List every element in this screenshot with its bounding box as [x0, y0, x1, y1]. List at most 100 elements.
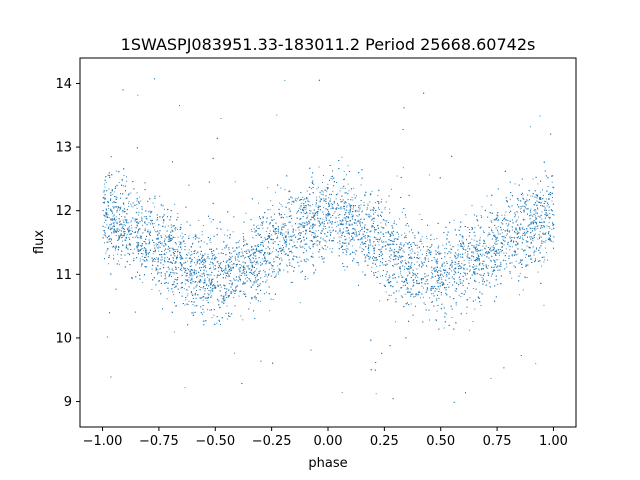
data-point [139, 258, 141, 260]
data-point [238, 295, 240, 297]
data-point [252, 271, 254, 273]
data-point [245, 257, 247, 258]
data-point [125, 197, 127, 199]
data-point [442, 283, 444, 285]
data-point [207, 253, 209, 255]
data-point [367, 203, 369, 205]
data-point [487, 267, 489, 269]
data-point [543, 304, 545, 306]
data-point [436, 310, 438, 312]
data-point [212, 266, 214, 268]
data-point [259, 227, 260, 229]
data-point [501, 222, 502, 224]
data-point [210, 221, 212, 223]
data-point [400, 295, 402, 297]
data-point [545, 239, 547, 241]
data-point [174, 228, 176, 230]
data-point [309, 221, 311, 223]
data-point [138, 245, 140, 247]
data-point [253, 270, 255, 272]
data-point [543, 220, 545, 222]
data-point [406, 287, 408, 289]
data-point [174, 203, 176, 205]
data-point [357, 215, 359, 217]
data-point [192, 237, 194, 239]
data-point [496, 249, 498, 251]
data-point [353, 194, 355, 196]
data-point [368, 244, 370, 246]
data-point [384, 264, 386, 266]
data-point [103, 183, 105, 185]
data-point [345, 217, 347, 219]
data-point [296, 241, 298, 243]
data-point [180, 235, 181, 237]
data-point [497, 233, 499, 235]
data-point [128, 231, 129, 233]
data-point [104, 226, 106, 228]
data-point [369, 201, 371, 203]
data-point [497, 240, 499, 241]
data-point [158, 281, 160, 283]
data-point [315, 230, 317, 232]
data-point [364, 235, 366, 237]
data-point [377, 238, 379, 240]
data-point [250, 229, 252, 230]
data-point [432, 276, 434, 278]
data-point [151, 289, 153, 290]
data-point [374, 202, 376, 204]
data-point [193, 251, 195, 253]
data-point [319, 242, 321, 243]
data-point [182, 241, 184, 243]
data-point [189, 270, 191, 272]
data-point [323, 207, 325, 209]
data-point [544, 259, 546, 261]
data-point [407, 269, 409, 271]
data-point [131, 227, 133, 229]
data-point [479, 237, 481, 239]
data-point [419, 213, 421, 215]
data-point [273, 247, 274, 249]
data-point [531, 221, 533, 223]
data-point [304, 247, 306, 249]
data-point [405, 216, 407, 218]
data-point [400, 270, 402, 272]
data-point [532, 240, 534, 242]
data-point [379, 275, 381, 277]
data-point [446, 313, 448, 315]
data-point [191, 312, 193, 314]
data-point [130, 244, 132, 246]
data-point [318, 196, 320, 198]
data-point [395, 321, 396, 323]
data-point [250, 270, 252, 272]
data-point [268, 262, 270, 264]
data-point [247, 267, 249, 269]
data-point [130, 192, 132, 194]
data-point [191, 293, 193, 295]
data-point [230, 268, 232, 270]
data-point [209, 218, 211, 220]
data-point [432, 292, 434, 294]
data-point [396, 256, 398, 258]
data-point [547, 204, 549, 206]
data-point [332, 248, 334, 250]
data-point [244, 274, 246, 276]
data-point [267, 246, 269, 248]
data-point [444, 247, 446, 249]
data-point [424, 258, 426, 260]
data-point [433, 267, 435, 269]
data-point [262, 215, 264, 217]
data-point [115, 216, 117, 218]
data-point [418, 264, 420, 266]
data-point [314, 235, 316, 237]
data-point [180, 267, 182, 269]
data-point [473, 252, 475, 254]
data-point [346, 205, 348, 207]
data-point [243, 257, 245, 259]
data-point [398, 245, 400, 247]
data-point [510, 237, 512, 239]
data-point [380, 226, 382, 228]
data-point [425, 259, 426, 261]
data-point [263, 255, 265, 256]
data-point [416, 261, 418, 263]
data-point [391, 188, 392, 190]
